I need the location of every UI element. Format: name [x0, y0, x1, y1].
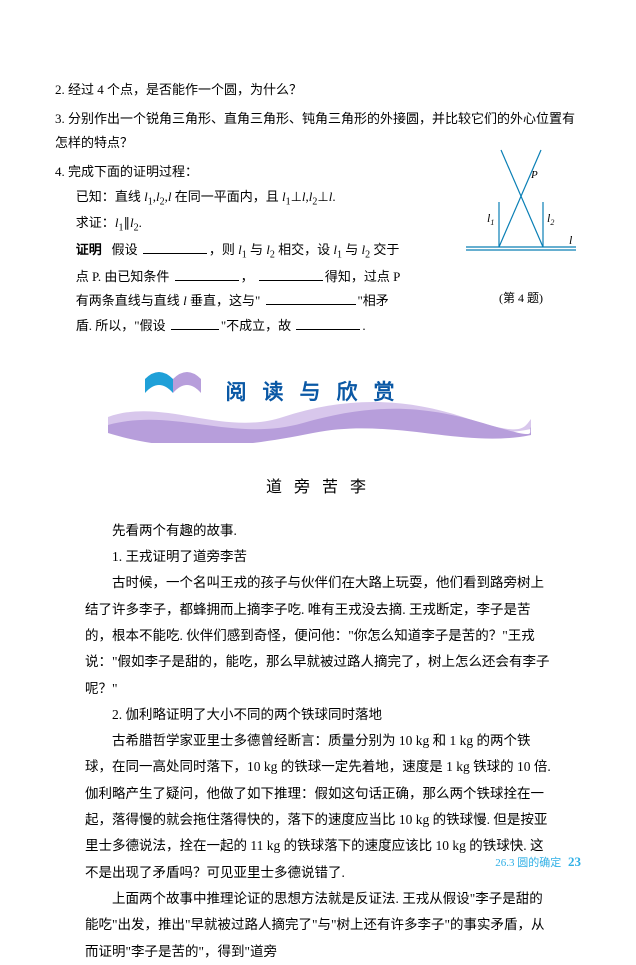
blank-fill[interactable] — [259, 268, 323, 281]
story-subtitle-2: 2. 伽利略证明了大小不同的两个铁球同时落地 — [85, 702, 555, 728]
exercise-prove: 求证：l1∥l2. — [55, 211, 405, 238]
story-p2: 古希腊哲学家亚里士多德曾经断言：质量分别为 10 kg 和 1 kg 的两个铁球… — [85, 728, 555, 886]
blank-fill[interactable] — [296, 317, 360, 330]
exercise-number: 4. — [55, 164, 65, 179]
page-footer: 26.3 圆的确定 23 — [495, 850, 581, 875]
proof-assume: 假设 — [112, 242, 138, 257]
blank-fill[interactable] — [143, 241, 207, 254]
exercise-proof: 证明 假设 ，则 l1 与 l2 相交，设 l1 与 l2 交于点 P. 由已知… — [55, 238, 405, 339]
page-number: 23 — [568, 854, 581, 869]
figure-4: P l1 l2 l (第 4 题) — [455, 142, 587, 309]
section-label: 26.3 圆的确定 — [495, 857, 561, 869]
reading-banner: 阅读与欣赏 — [55, 369, 581, 452]
svg-text:l2: l2 — [547, 211, 554, 227]
known-label: 已知： — [76, 189, 115, 204]
story-p1: 古时候，一个名叫王戎的孩子与伙伴们在大路上玩耍，他们看到路旁树上结了许多李子，都… — [85, 570, 555, 702]
blank-fill[interactable] — [171, 317, 219, 330]
story-subtitle-1: 1. 王戎证明了道旁李苦 — [85, 544, 555, 570]
story-title: 道 旁 苦 李 — [55, 473, 581, 503]
exercise-2: 2. 经过 4 个点，是否能作一个圆，为什么？ — [55, 78, 581, 103]
known-text: 在同一平面内，且 — [175, 189, 282, 204]
label-P: P — [530, 169, 538, 181]
figure-caption: (第 4 题) — [455, 287, 587, 310]
exercise-number: 2. — [55, 82, 65, 97]
exercise-number: 3. — [55, 111, 65, 126]
exercise-line: 完成下面的证明过程： — [68, 164, 198, 179]
banner-title: 阅读与欣赏 — [226, 373, 411, 413]
geometry-diagram: P l1 l2 l — [461, 142, 581, 272]
exercise-known: 已知：直线 l1,l2,l 在同一平面内，且 l1⊥l,l2⊥l. — [55, 185, 405, 212]
svg-text:l1: l1 — [487, 211, 494, 227]
svg-text:l: l — [569, 233, 573, 247]
exercises-block: 2. 经过 4 个点，是否能作一个圆，为什么？ 3. 分别作出一个锐角三角形、直… — [55, 78, 581, 339]
exercise-4: 4. 完成下面的证明过程： 已知：直线 l1,l2,l 在同一平面内，且 l1⊥… — [55, 160, 405, 339]
prove-label: 求证： — [76, 215, 115, 230]
known-text: 直线 — [115, 189, 144, 204]
story-body: 先看两个有趣的故事. 1. 王戎证明了道旁李苦 古时候，一个名叫王戎的孩子与伙伴… — [55, 518, 581, 965]
story-p3: 上面两个故事中推理论证的思想方法就是反证法. 王戎从假设"李子是甜的能吃"出发，… — [85, 886, 555, 965]
proof-label: 证明 — [76, 242, 102, 257]
exercise-text: 经过 4 个点，是否能作一个圆，为什么？ — [68, 82, 302, 97]
blank-fill[interactable] — [266, 292, 356, 305]
story-intro: 先看两个有趣的故事. — [85, 518, 555, 544]
blank-fill[interactable] — [175, 268, 239, 281]
